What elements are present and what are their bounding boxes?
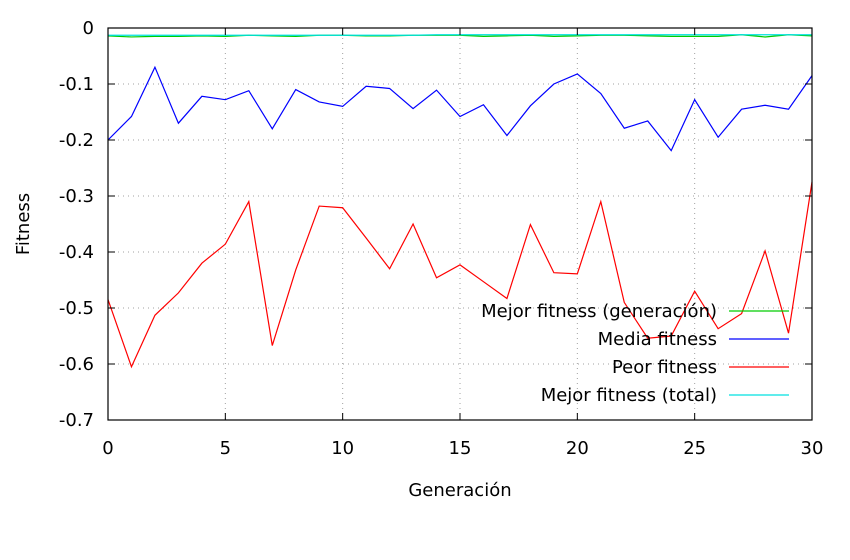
series-line-peor-fitness	[107, 181, 813, 369]
y-axis-title: Fitness	[13, 193, 34, 255]
x-tick-label: 0	[102, 438, 113, 459]
y-tick-label: -0.3	[59, 186, 94, 207]
x-tick-label: 25	[683, 438, 706, 459]
y-tick-label: -0.7	[59, 410, 94, 431]
y-tick-label: -0.5	[59, 298, 94, 319]
axis-ticks: 0 -0.1 -0.2 -0.3 -0.4 -0.5 -0.6 -0.7 0 5 10 15 20 25 3…	[59, 18, 824, 459]
y-tick-label: -0.6	[59, 354, 94, 375]
x-tick-label: 15	[449, 438, 472, 459]
series-lines	[107, 34, 813, 369]
legend-label: Peor fitness	[612, 357, 717, 378]
y-tick-label: -0.2	[59, 130, 94, 151]
x-tick-label: 5	[220, 438, 231, 459]
legend-label: Media fitness	[598, 329, 717, 350]
series-line-media-fitness	[107, 65, 813, 152]
legend-label: Mejor fitness (generación)	[481, 301, 717, 322]
grid	[108, 28, 812, 420]
x-tick-label: 30	[801, 438, 824, 459]
x-axis-title: Generación	[408, 480, 511, 501]
y-tick-label: -0.1	[59, 74, 94, 95]
x-tick-label: 10	[331, 438, 354, 459]
legend-label: Mejor fitness (total)	[541, 385, 717, 406]
y-tick-label: -0.4	[59, 242, 94, 263]
legend: Mejor fitness (generación) Media fitness P…	[481, 301, 789, 406]
x-tick-label: 20	[566, 438, 589, 459]
y-tick-label: 0	[83, 18, 94, 39]
